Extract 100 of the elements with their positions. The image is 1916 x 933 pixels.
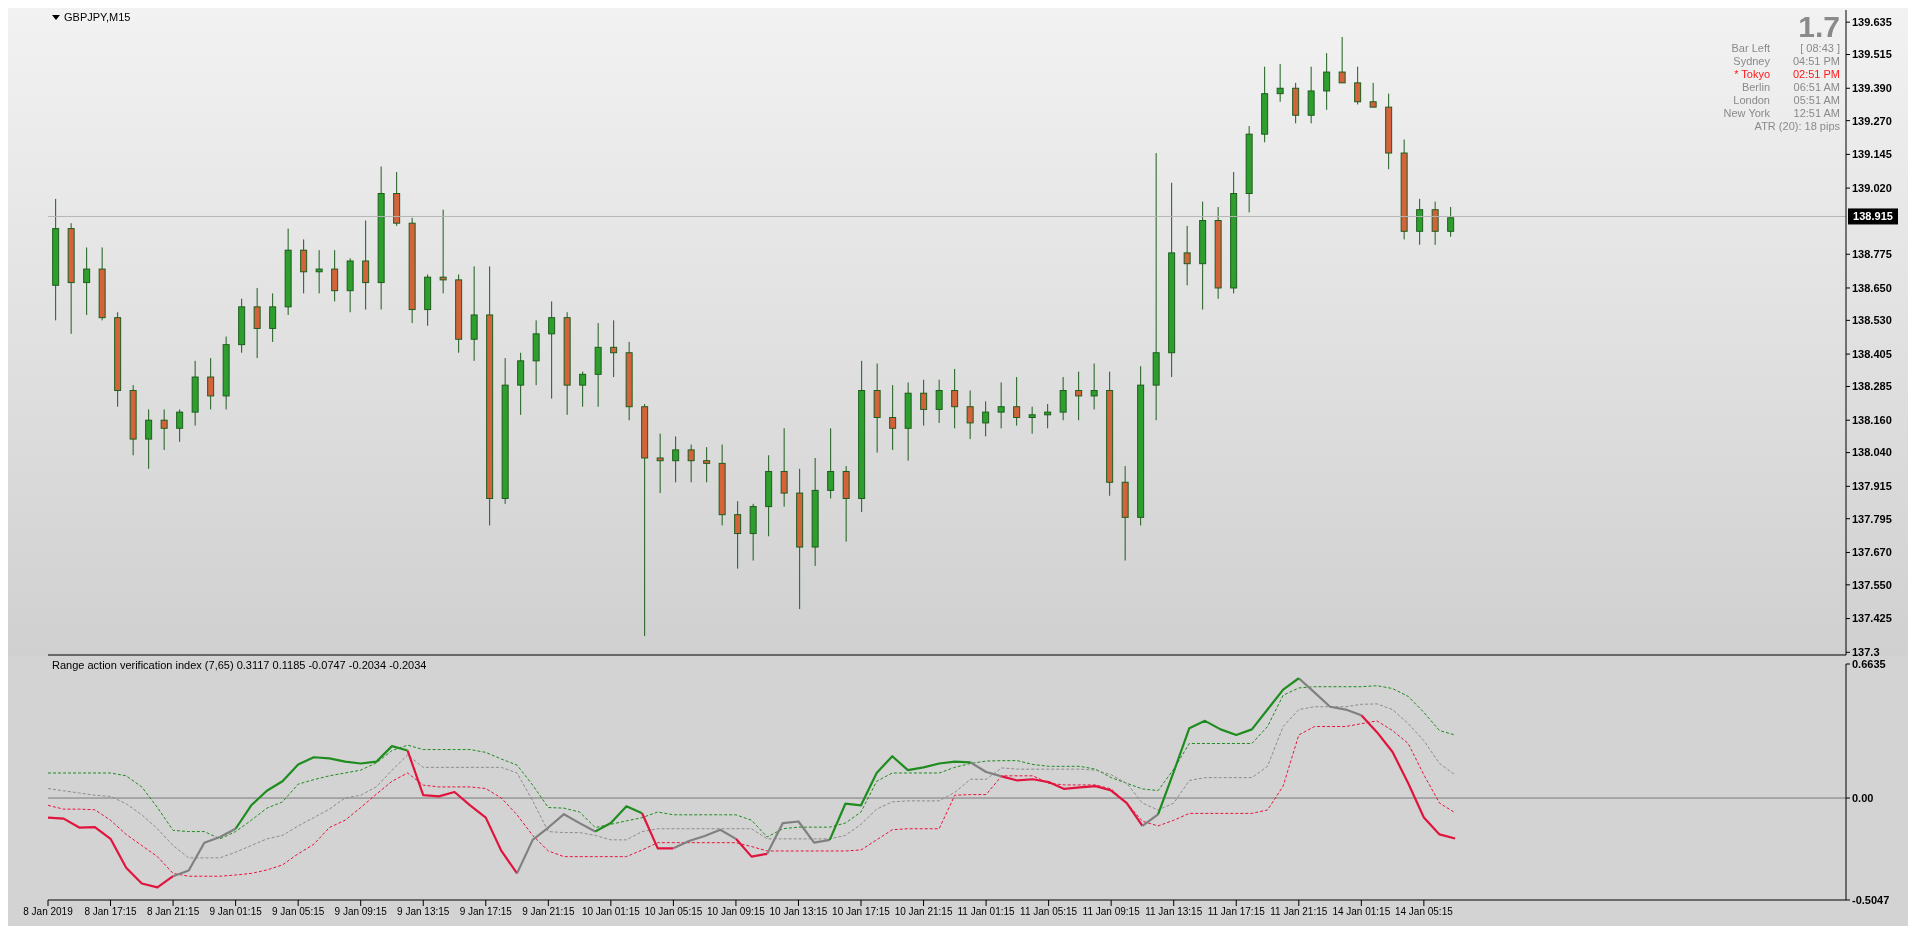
candlestick xyxy=(331,249,339,302)
candlestick xyxy=(1075,371,1083,421)
candlestick xyxy=(1044,403,1052,429)
candlestick xyxy=(300,238,308,294)
candlestick xyxy=(1028,406,1036,435)
x-tick-label: 11 Jan 17:15 xyxy=(1207,906,1266,918)
x-tick-label: 14 Jan 01:15 xyxy=(1332,906,1391,918)
candlestick xyxy=(672,435,680,483)
x-tick-label: 10 Jan 05:15 xyxy=(644,906,703,918)
text: Berlin xyxy=(1741,81,1770,93)
y-tick-label: 0.00 xyxy=(1852,791,1874,804)
ref-line-label: 138.915 xyxy=(1853,210,1893,223)
y-tick-label: 139.515 xyxy=(1852,48,1892,61)
candlestick xyxy=(920,379,928,427)
candlestick xyxy=(160,408,168,451)
text: [ 08:43 ] xyxy=(1800,42,1840,54)
x-tick-label: 10 Jan 17:15 xyxy=(832,906,891,918)
x-tick-label: 8 Jan 21:15 xyxy=(146,906,200,918)
text: * Tokyo xyxy=(1734,68,1770,80)
y-tick-label: 137.670 xyxy=(1852,546,1892,559)
y-tick-label: 139.270 xyxy=(1852,114,1892,127)
candlestick xyxy=(83,246,91,316)
text: 04:51 PM xyxy=(1792,55,1840,67)
candlestick xyxy=(1090,363,1098,410)
candlestick xyxy=(145,408,153,470)
y-tick-label: 138.530 xyxy=(1852,314,1892,327)
candlestick xyxy=(579,371,587,408)
candlestick xyxy=(1447,206,1455,238)
x-tick-label: 9 Jan 13:15 xyxy=(397,906,450,918)
candlestick xyxy=(548,300,556,400)
x-tick-label: 8 Jan 17:15 xyxy=(84,906,138,918)
candlestick xyxy=(780,427,788,508)
candlestick xyxy=(439,209,447,294)
candlestick xyxy=(966,390,974,440)
text: 1.7 xyxy=(1798,10,1840,43)
chart-title: GBPJPY,M15 xyxy=(64,11,131,23)
candlestick xyxy=(1183,225,1191,286)
candlestick xyxy=(1013,376,1021,427)
x-tick-label: 9 Jan 09:15 xyxy=(334,906,388,918)
candlestick xyxy=(253,287,261,359)
x-tick-label: 9 Jan 21:15 xyxy=(522,906,575,918)
y-tick-label: 139.390 xyxy=(1852,82,1892,95)
y-tick-label: 0.6635 xyxy=(1852,657,1886,670)
y-tick-label: 138.160 xyxy=(1852,414,1892,427)
y-tick-label: 138.650 xyxy=(1852,281,1892,294)
candlestick xyxy=(1369,82,1377,108)
candlestick xyxy=(656,433,664,494)
text: 05:51 AM xyxy=(1793,94,1840,106)
chart-title: Range action verification index (7,65) 0.3117 0.1185 -0.0747 -0.2034 -0.2034 xyxy=(52,659,427,671)
x-tick-label: 11 Jan 13:15 xyxy=(1145,906,1203,918)
y-tick-label: 137.915 xyxy=(1852,480,1892,493)
candlestick xyxy=(1059,376,1067,421)
text: 12:51 AM xyxy=(1793,107,1840,119)
x-tick-label: 11 Jan 09:15 xyxy=(1082,906,1141,918)
text: 02:51 PM xyxy=(1792,68,1840,80)
candlestick xyxy=(1276,63,1284,103)
text: Sydney xyxy=(1733,55,1770,67)
y-tick-label: 139.145 xyxy=(1852,148,1892,161)
candlestick xyxy=(1323,52,1331,111)
x-tick-label: 10 Jan 21:15 xyxy=(894,906,953,918)
y-tick-label: 138.040 xyxy=(1852,446,1892,459)
y-tick-label: 138.285 xyxy=(1852,380,1892,393)
x-tick-label: 11 Jan 01:15 xyxy=(957,906,1016,918)
y-tick-label: 137.3 xyxy=(1852,646,1880,659)
text: Bar Left xyxy=(1731,42,1770,54)
text: 06:51 AM xyxy=(1793,81,1840,93)
y-tick-label: 138.405 xyxy=(1852,347,1892,360)
candlestick xyxy=(1416,198,1424,246)
candlestick xyxy=(1338,36,1346,84)
candlestick xyxy=(889,384,897,451)
candlestick xyxy=(315,249,323,294)
candlestick xyxy=(610,319,618,378)
text: New York xyxy=(1723,107,1770,119)
x-tick-label: 9 Jan 05:15 xyxy=(272,906,325,918)
text: ATR (20): 18 pips xyxy=(1754,120,1840,132)
candlestick xyxy=(982,400,990,437)
candlestick xyxy=(703,446,711,483)
candlestick xyxy=(734,500,742,570)
candlestick xyxy=(1431,201,1439,246)
x-tick-label: 11 Jan 05:15 xyxy=(1020,906,1078,918)
x-tick-label: 10 Jan 01:15 xyxy=(581,906,641,918)
candlestick xyxy=(827,427,835,499)
candlestick xyxy=(362,220,370,311)
x-tick-label: 9 Jan 01:15 xyxy=(209,906,263,918)
x-tick-label: 9 Jan 17:15 xyxy=(459,906,513,918)
candlestick xyxy=(997,381,1005,429)
candlestick xyxy=(951,368,959,429)
x-tick-label: 10 Jan 09:15 xyxy=(707,906,766,918)
candlestick xyxy=(207,357,215,410)
y-tick-label: 139.020 xyxy=(1852,182,1892,195)
y-tick-label: 137.550 xyxy=(1852,578,1892,591)
y-tick-label: 137.425 xyxy=(1852,612,1892,625)
x-tick-label: 8 Jan 2019 xyxy=(23,906,74,918)
y-tick-label: 137.795 xyxy=(1852,512,1892,525)
candlestick xyxy=(687,444,695,483)
x-tick-label: 11 Jan 21:15 xyxy=(1270,906,1328,918)
candlestick xyxy=(269,292,277,343)
x-tick-label: 10 Jan 13:15 xyxy=(769,906,828,918)
x-tick-label: 14 Jan 05:15 xyxy=(1394,906,1454,918)
y-tick-label: 138.775 xyxy=(1852,248,1892,261)
